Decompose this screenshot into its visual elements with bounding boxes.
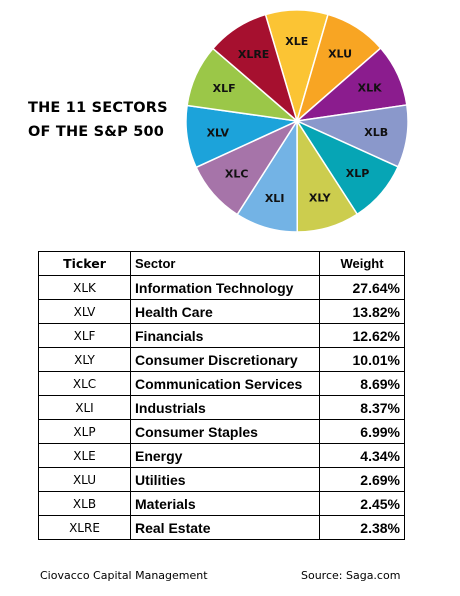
header-weight: Weight [319,251,405,276]
pie-label-xlv: XLV [207,127,230,140]
ticker-cell: XLE [38,443,131,468]
sector-cell: Communication Services [130,371,320,396]
weight-cell: 8.37% [319,395,405,420]
sector-cell: Consumer Discretionary [130,347,320,372]
sector-cell: Information Technology [130,275,320,300]
table-header-row: Ticker Sector Weight [38,251,405,276]
sector-cell: Utilities [130,467,320,492]
sector-cell: Industrials [130,395,320,420]
pie-label-xlu: XLU [328,48,352,61]
sector-cell: Materials [130,491,320,516]
ticker-cell: XLB [38,491,131,516]
pie-label-xlf: XLF [213,82,236,95]
pie-label-xly: XLY [309,192,332,205]
weight-cell: 27.64% [319,275,405,300]
pie-label-xlk: XLK [358,82,382,95]
pie-label-xlp: XLP [346,167,370,180]
weight-cell: 10.01% [319,347,405,372]
sector-cell: Health Care [130,299,320,324]
weight-cell: 12.62% [319,323,405,348]
sector-cell: Real Estate [130,515,320,540]
table-row: XLY Consumer Discretionary 10.01% [38,347,405,372]
pie-label-xlc: XLC [225,168,249,181]
table-row: XLE Energy 4.34% [38,443,405,468]
weight-cell: 2.45% [319,491,405,516]
ticker-cell: XLK [38,275,131,300]
header-ticker: Ticker [38,251,131,276]
weight-cell: 6.99% [319,419,405,444]
pie-slice-xlre [211,13,299,124]
weight-cell: 2.38% [319,515,405,540]
sector-weights-table: Ticker Sector Weight XLK Information Tech… [38,251,405,540]
sector-cell: Financials [130,323,320,348]
table-row: XLP Consumer Staples 6.99% [38,419,405,444]
ticker-cell: XLV [38,299,131,324]
ticker-cell: XLI [38,395,131,420]
ticker-cell: XLU [38,467,131,492]
weight-cell: 2.69% [319,467,405,492]
footer-credit: Ciovacco Capital Management [40,569,208,582]
table-row: XLV Health Care 13.82% [38,299,405,324]
sector-pie-chart: XLE XLU XLK XLB XLP XLY XLI XLC XLV XLF XLRE [185,9,409,233]
ticker-cell: XLY [38,347,131,372]
weight-cell: 4.34% [319,443,405,468]
table-row: XLI Industrials 8.37% [38,395,405,420]
pie-label-xlb: XLB [364,126,388,139]
chart-title: THE 11 SECTORS OF THE S&P 500 [28,96,178,144]
sector-cell: Consumer Staples [130,419,320,444]
pie-label-xle: XLE [285,35,308,48]
title-line-2: OF THE S&P 500 [28,124,165,140]
weight-cell: 13.82% [319,299,405,324]
pie-label-xli: XLI [265,192,285,205]
table-row: XLF Financials 12.62% [38,323,405,348]
pie-label-xlre: XLRE [238,48,269,61]
header-sector: Sector [130,251,320,276]
table-row: XLU Utilities 2.69% [38,467,405,492]
footer-source: Source: Saga.com [301,569,401,582]
table-row: XLB Materials 2.45% [38,491,405,516]
table-row: XLC Communication Services 8.69% [38,371,405,396]
sector-cell: Energy [130,443,320,468]
ticker-cell: XLC [38,371,131,396]
ticker-cell: XLP [38,419,131,444]
ticker-cell: XLF [38,323,131,348]
title-line-1: THE 11 SECTORS [28,100,168,116]
table-row: XLRE Real Estate 2.38% [38,515,405,540]
weight-cell: 8.69% [319,371,405,396]
table-row: XLK Information Technology 27.64% [38,275,405,300]
ticker-cell: XLRE [38,515,131,540]
